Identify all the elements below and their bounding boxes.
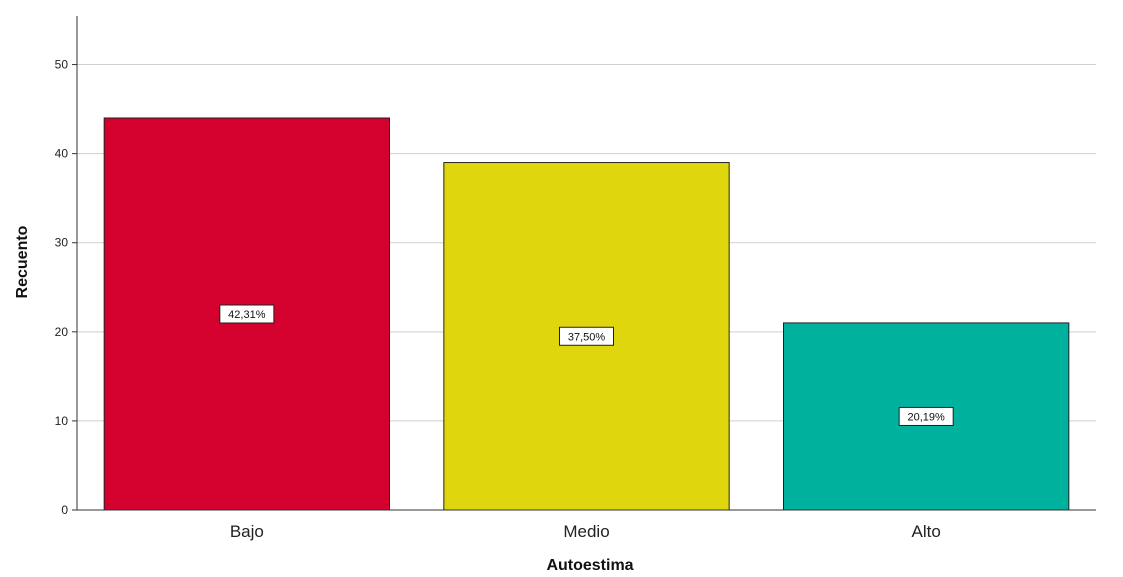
x-tick-label: Medio: [563, 522, 609, 541]
bars: [103, 117, 1070, 511]
x-tick-label: Bajo: [230, 522, 264, 541]
data-label: 20,19%: [908, 411, 946, 423]
data-label-box: [898, 406, 954, 426]
axes: [76, 16, 1096, 511]
data-label: 42,31%: [228, 309, 266, 321]
data-labels: 42,31% 37,50% 20,19%: [219, 304, 954, 426]
x-axis-title: Autoestima: [546, 557, 633, 574]
y-tick-label: 10: [55, 414, 69, 428]
x-tick-label: Alto: [912, 522, 941, 541]
y-tick-label: 0: [61, 503, 68, 517]
data-label: 37,50%: [568, 331, 606, 343]
y-tick-label: 20: [55, 325, 69, 339]
x-tick-labels: Bajo Medio Alto: [230, 522, 941, 541]
y-tick-labels: 0 10 20 30 40 50: [55, 58, 77, 517]
data-label-box: [219, 304, 275, 324]
y-tick-label: 40: [55, 147, 69, 161]
y-tick-label: 50: [55, 58, 69, 72]
y-axis-title: Recuento: [14, 225, 31, 298]
y-tick-label: 30: [55, 236, 69, 250]
data-label-box: [559, 326, 614, 346]
